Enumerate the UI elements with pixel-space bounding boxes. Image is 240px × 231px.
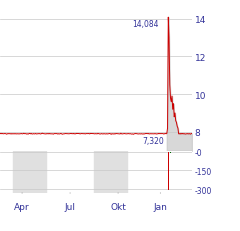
Text: Okt: Okt bbox=[110, 202, 126, 211]
Bar bbox=[168, 152, 169, 190]
Text: Jan: Jan bbox=[153, 202, 167, 211]
Bar bbox=[94, 151, 127, 193]
Bar bbox=[13, 151, 46, 193]
Bar bbox=[168, 152, 169, 184]
Text: 7,320: 7,320 bbox=[142, 136, 164, 145]
Text: Apr: Apr bbox=[14, 202, 30, 211]
Text: 14,084: 14,084 bbox=[132, 20, 158, 29]
Bar bbox=[170, 152, 171, 153]
Text: Jul: Jul bbox=[65, 202, 76, 211]
